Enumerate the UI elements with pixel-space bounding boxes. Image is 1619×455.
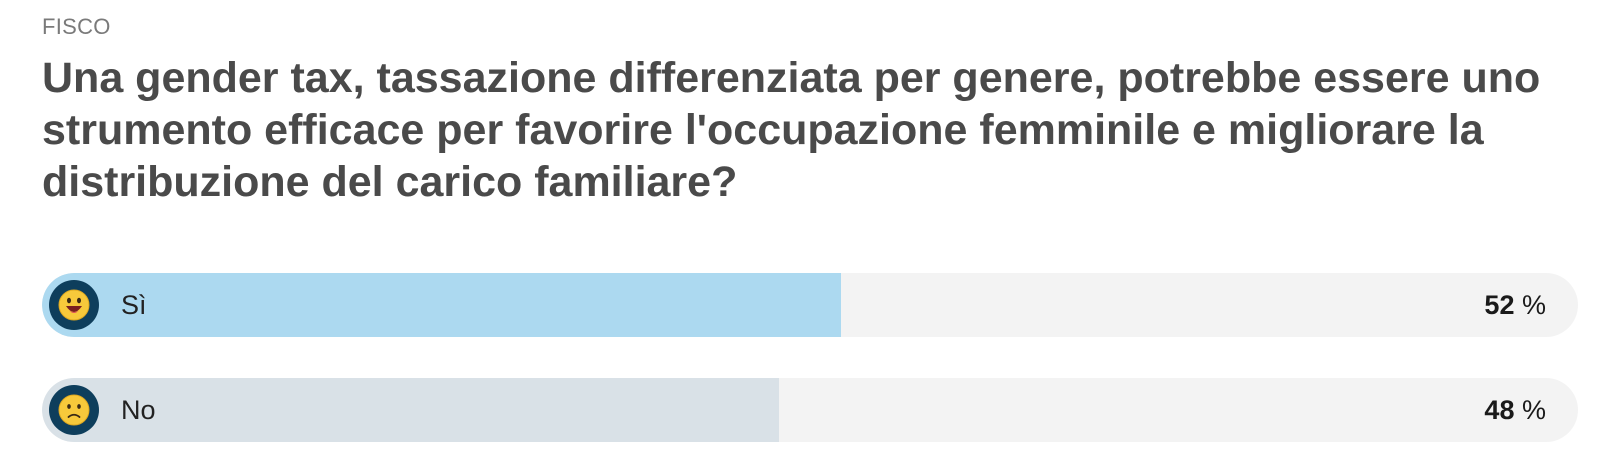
poll-question: Una gender tax, tassazione differenziata…	[42, 54, 1541, 206]
poll-option-yes-label: Sì	[121, 290, 147, 320]
poll-option-no-percent: 48 %	[1484, 395, 1546, 425]
poll-option-no-label: No	[121, 395, 156, 425]
poll-option-no-bar	[42, 378, 780, 442]
poll-category: FISCO	[42, 14, 111, 39]
poll-option-yes-bar	[42, 273, 841, 337]
sad-face-icon	[49, 385, 99, 435]
poll-option-yes-percent: 52 %	[1484, 290, 1546, 320]
happy-face-icon	[49, 280, 99, 330]
poll-option-no[interactable]: No 48 %	[42, 378, 1578, 442]
poll-option-yes[interactable]: Sì 52 %	[42, 273, 1578, 337]
